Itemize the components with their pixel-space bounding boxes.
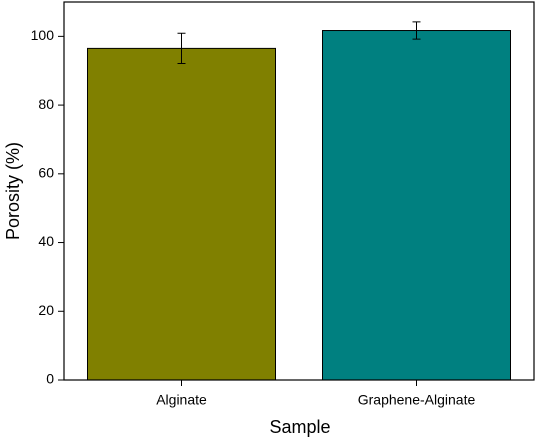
x-tick-label: Graphene-Alginate [358, 392, 476, 408]
y-tick-label: 20 [38, 302, 54, 318]
bar [322, 30, 511, 381]
x-tick-label: Alginate [156, 392, 207, 408]
bar [87, 47, 276, 381]
y-tick-label: 60 [38, 165, 54, 181]
error-bar [177, 32, 186, 65]
y-tick-label: 0 [46, 371, 54, 387]
y-tick-label: 80 [38, 96, 54, 112]
error-bar [412, 21, 421, 40]
y-tick-label: 40 [38, 233, 54, 249]
y-axis-title: Porosity (%) [3, 142, 23, 240]
plot-frame [63, 1, 535, 381]
x-axis-title: Sample [269, 417, 330, 437]
y-tick-label: 100 [31, 27, 55, 43]
